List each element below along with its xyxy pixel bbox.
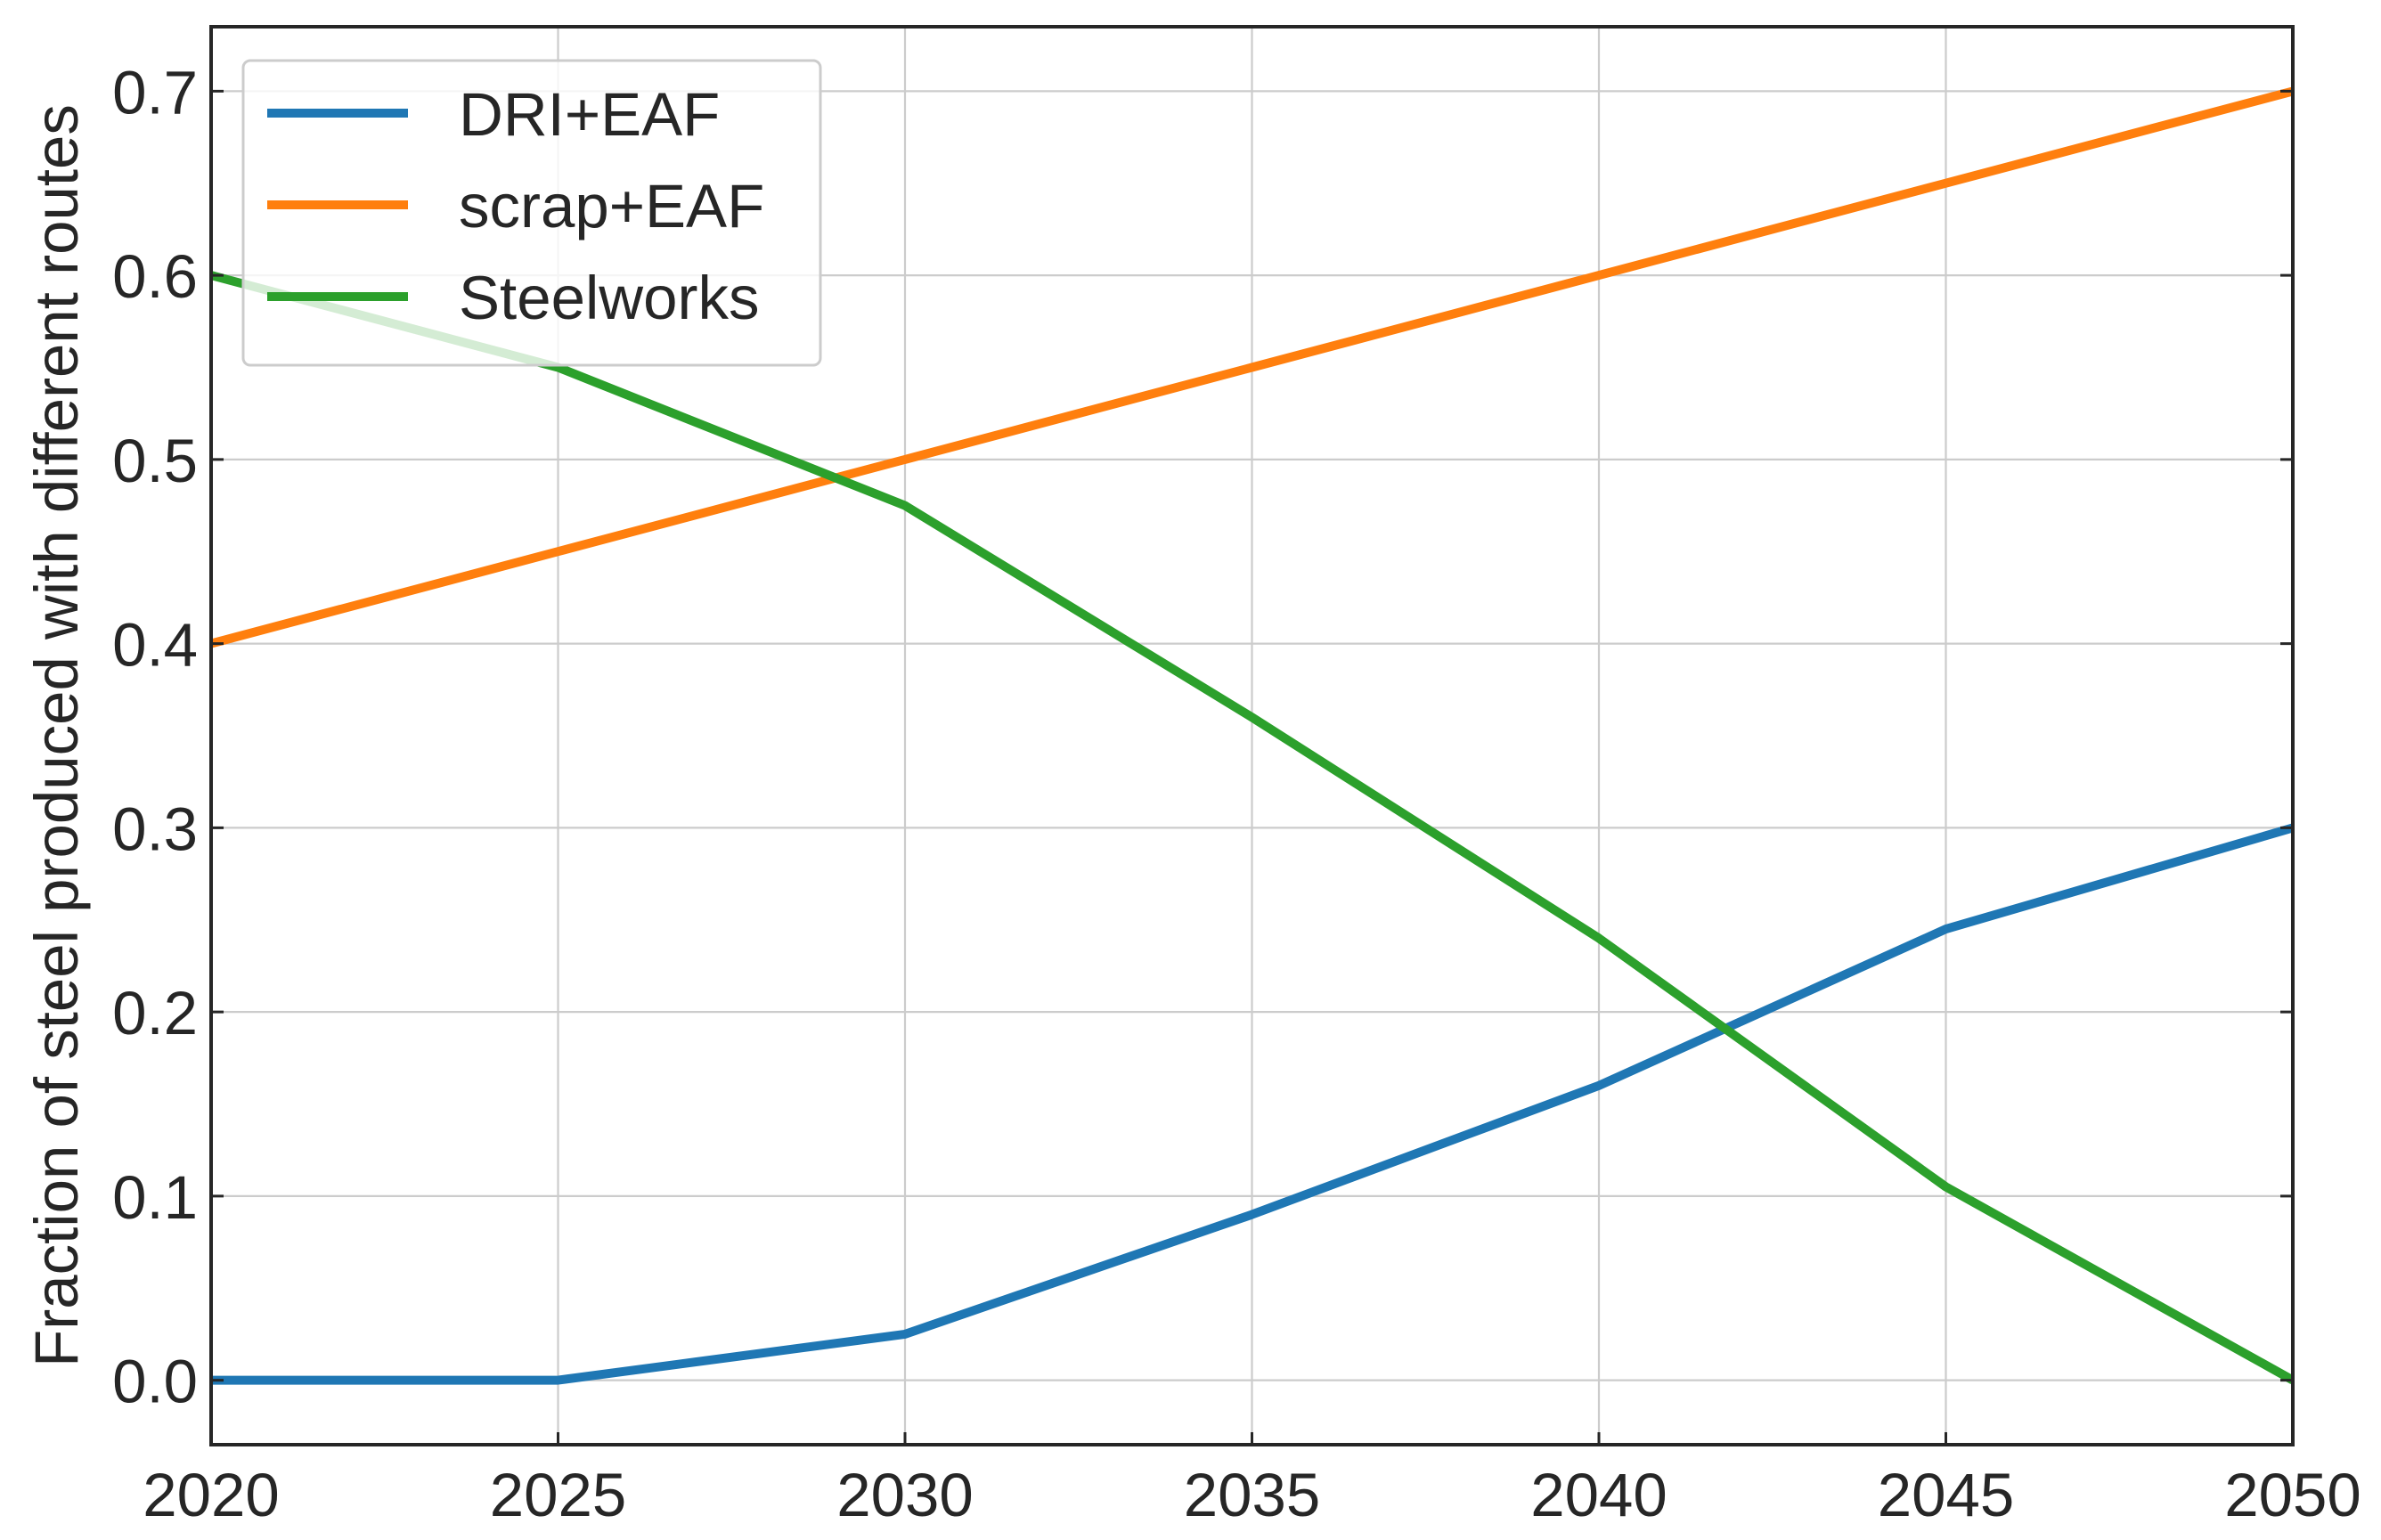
y-tick-label: 0.2	[112, 979, 198, 1047]
series-lines	[211, 86, 2293, 1385]
legend-box	[241, 59, 822, 367]
series-line-steelworks	[211, 271, 2293, 1384]
series-line-dri-eaf	[211, 823, 2293, 1385]
grid	[209, 27, 2295, 1445]
x-tick-label: 2040	[1530, 1461, 1668, 1529]
x-tick-label: 2050	[2224, 1461, 2361, 1529]
y-tick-label: 0.7	[112, 58, 198, 126]
y-tick-label: 0.5	[112, 427, 198, 495]
legend-label: DRI+EAF	[459, 80, 720, 149]
x-tick-label: 2035	[1184, 1461, 1321, 1529]
y-axis-title: Fraction of steel produced with differen…	[22, 104, 91, 1367]
y-tick-label: 0.1	[112, 1163, 198, 1232]
legend-label: Steelworks	[459, 264, 759, 332]
series-line-scrap-eaf	[211, 86, 2293, 648]
x-tick-label: 2045	[1878, 1461, 2015, 1529]
y-tick-label: 0.6	[112, 242, 198, 311]
axis-ticks: 2020 2025 2030 2035 2040 2045 2050 0.0 0.1 0.2 0.3…	[112, 58, 2361, 1529]
legend-label: scrap+EAF	[459, 172, 764, 240]
x-tick-label: 2020	[143, 1461, 280, 1529]
x-tick-label: 2025	[490, 1461, 627, 1529]
y-tick-label: 0.3	[112, 794, 198, 863]
y-tick-label: 0.4	[112, 611, 198, 680]
legend: DRI+EAF scrap+EAF Steelworks	[241, 59, 822, 367]
x-tick-label: 2030	[836, 1461, 974, 1529]
y-tick-label: 0.0	[112, 1348, 198, 1416]
